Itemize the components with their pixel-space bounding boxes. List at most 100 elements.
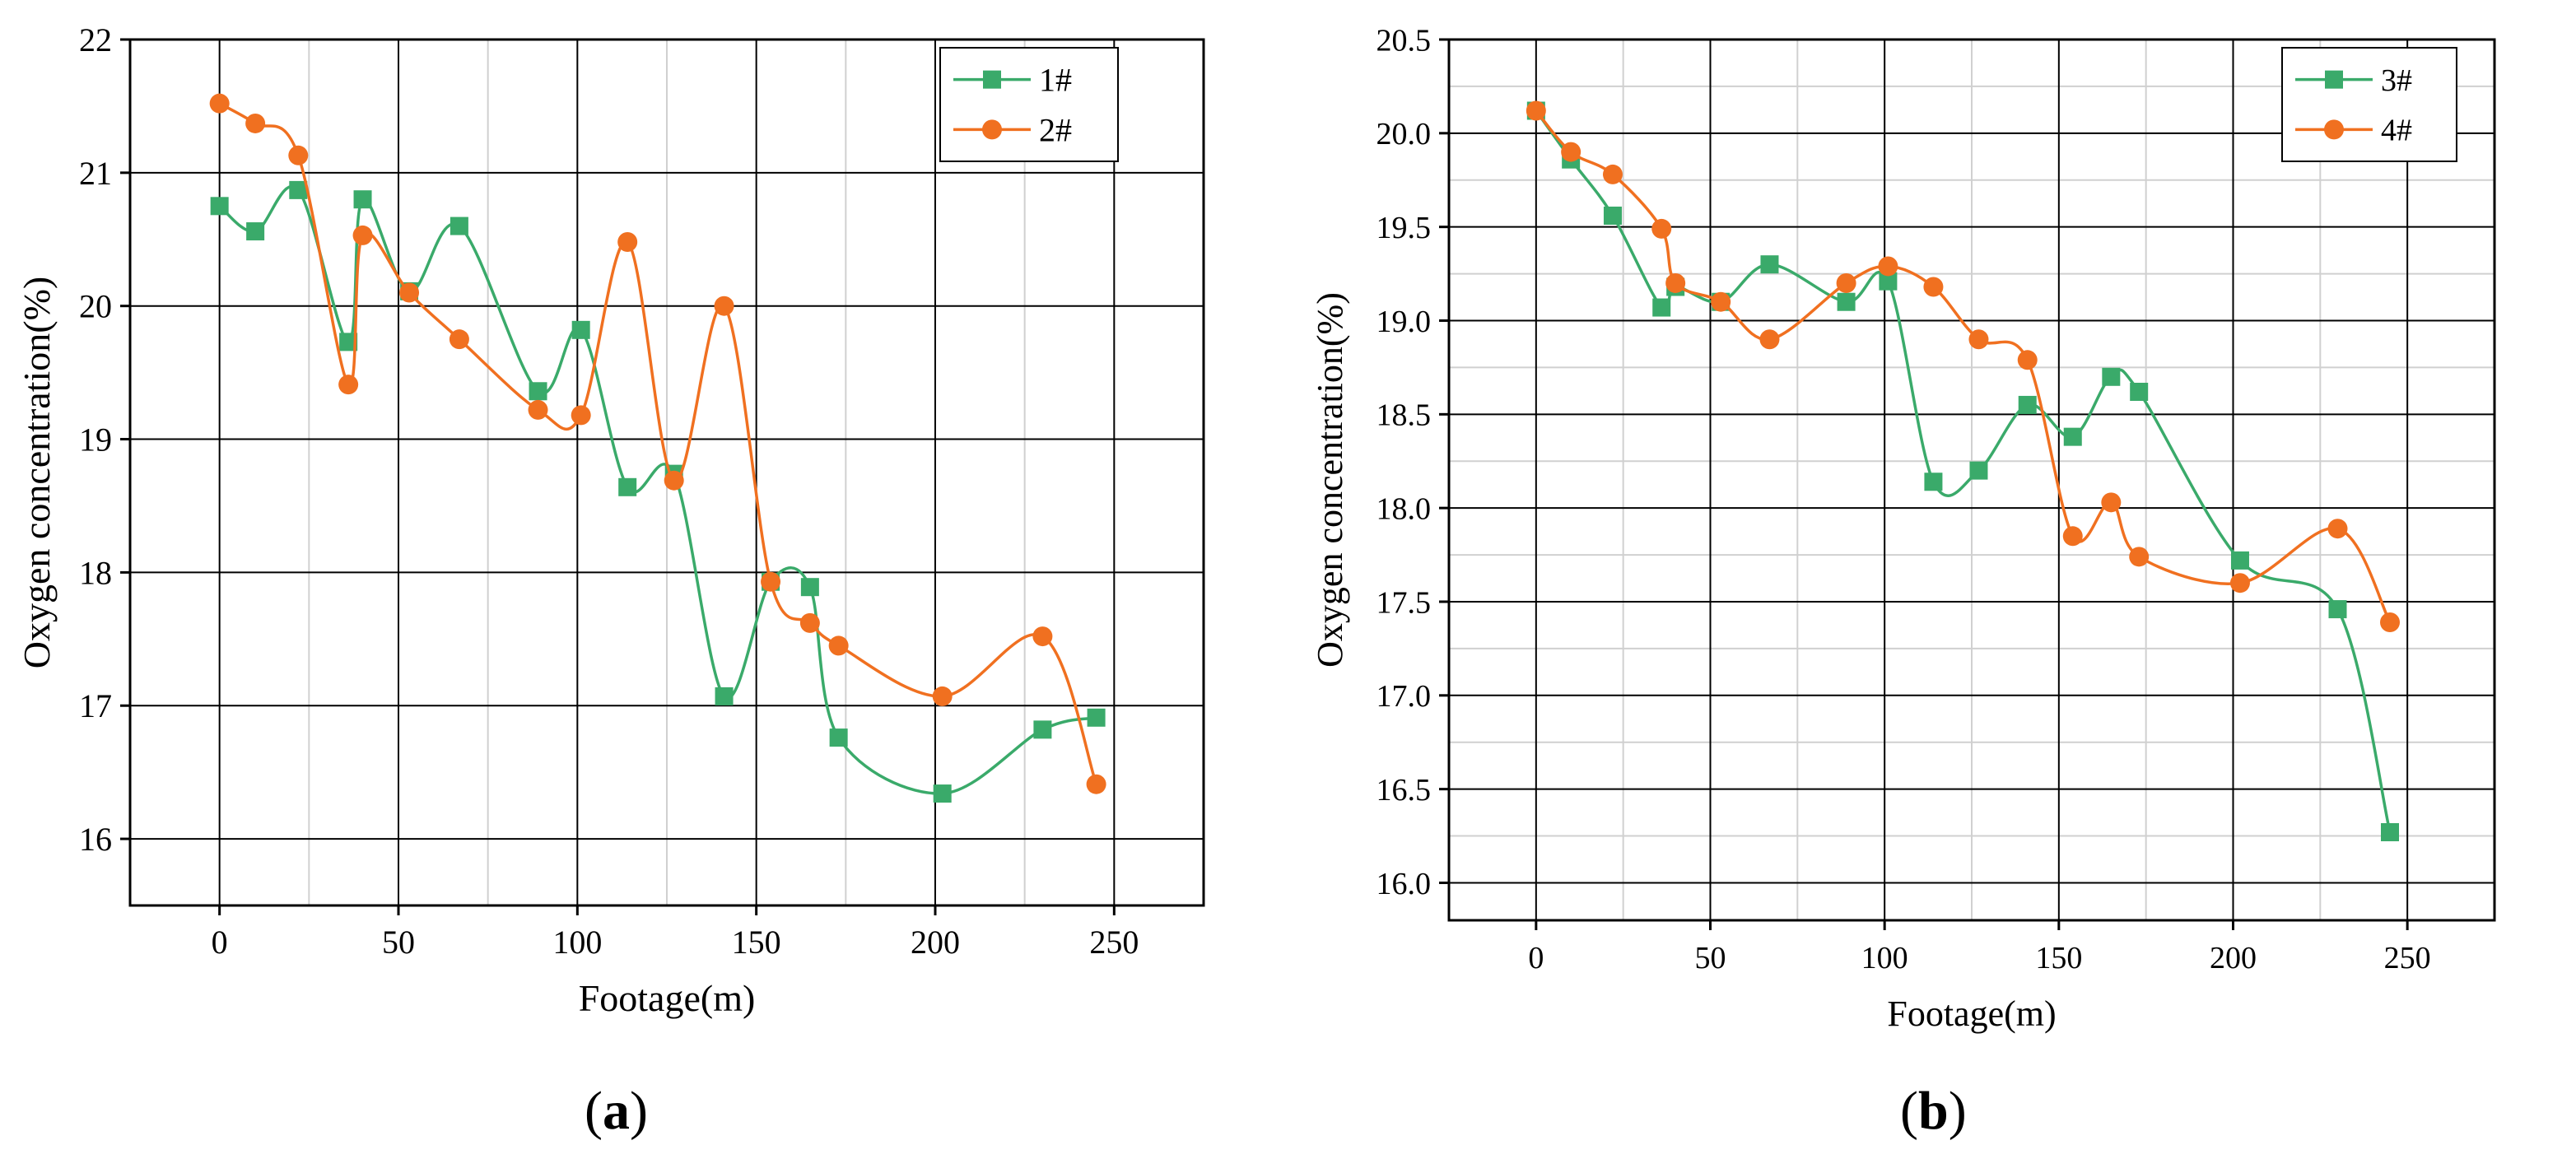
chart-b-y-tick-label: 20.0 [1377, 117, 1432, 151]
chart-b-data-point-circle [1526, 100, 1546, 121]
chart-a-y-tick-label: 19 [79, 421, 112, 458]
chart-b-legend-marker-square [2325, 70, 2343, 89]
chart-a-x-tick-label: 100 [552, 924, 602, 961]
chart-b: 0 50 100 150 200 250 16.0 16.5 17.0 17.5 18.0 18.5 1… [1310, 23, 2496, 1034]
chart-a-data-point-square [339, 333, 358, 351]
chart-b-plot-frame [1447, 38, 2496, 922]
panel-label-b: (b) [1900, 1080, 1967, 1143]
chart-a-data-point-circle [761, 571, 781, 592]
chart-b-data-point-circle [1968, 329, 1989, 350]
chart-b-data-point-circle [2327, 519, 2348, 539]
chart-b-data-point-square [2230, 551, 2249, 570]
chart-a-data-point-circle [288, 145, 309, 165]
chart-b-y-axis-label: Oxygen concentration(%) [1310, 292, 1350, 668]
chart-a: 0 50 100 150 200 250 16 17 18 19 20 21 22 Footage(m) O… [16, 21, 1205, 1019]
chart-b-data-point-circle [1836, 272, 1856, 293]
chart-b-data-point-square [2018, 395, 2037, 414]
chart-a-data-point-circle [617, 232, 638, 253]
chart-a-data-point-circle [245, 113, 266, 133]
chart-b-data-point-circle [1878, 256, 1898, 277]
chart-a-y-axis-label: Oxygen concentration(%) [16, 277, 58, 668]
chart-a-data-point-circle [449, 329, 469, 350]
chart-a-x-tick-label: 150 [732, 924, 781, 961]
chart-b-data-point-circle [2101, 492, 2122, 513]
chart-b-data-point-circle [2229, 573, 2250, 593]
chart-a-data-point-circle [799, 612, 820, 633]
chart-a-data-point-circle [664, 470, 684, 491]
chart-a-data-point-circle [209, 93, 230, 114]
chart-a-data-point-square [715, 687, 734, 705]
chart-a-data-point-square [933, 784, 952, 803]
chart-b-data-point-circle [1759, 329, 1780, 350]
chart-b-legend-label-1: 3# [2381, 63, 2412, 98]
chart-b-data-point-circle [2129, 547, 2150, 567]
chart-b-x-tick-label: 0 [1528, 941, 1544, 975]
chart-b-y-tick-label: 16.5 [1377, 773, 1432, 808]
chart-b-data-point-square [1879, 272, 1898, 291]
chart-b-y-tick-label: 17.5 [1377, 585, 1432, 620]
chart-a-legend-label-1: 1# [1039, 62, 1072, 99]
chart-a-y-tick-label: 20 [79, 288, 112, 325]
chart-b-data-point-circle [1711, 291, 1731, 312]
chart-a-legend-marker-circle [982, 119, 1002, 140]
panel-label-b-letter: b [1917, 1081, 1949, 1141]
chart-b-y-tick-label: 18.5 [1377, 398, 1432, 433]
chart-b-data-point-square [1837, 292, 1856, 311]
chart-a-legend-box [939, 47, 1119, 162]
panel-label-a-letter: a [602, 1081, 630, 1141]
panel-label-a-close: ) [629, 1081, 648, 1141]
chart-b-data-point-square [2063, 427, 2082, 446]
chart-b-y-tick-label: 18.0 [1377, 491, 1432, 526]
chart-b-y-tick-label: 17.0 [1377, 679, 1432, 714]
chart-a-data-point-square [1087, 708, 1106, 727]
chart-b-data-point-square [1969, 461, 1988, 480]
chart-b-legend-label-2: 4# [2381, 114, 2412, 148]
chart-a-x-tick-label: 250 [1089, 924, 1139, 961]
chart-b-x-axis-label: Footage(m) [1887, 994, 2056, 1034]
chart-a-data-point-square [618, 477, 637, 496]
chart-a-data-point-square [246, 222, 265, 241]
chart-a-data-point-square [289, 180, 308, 199]
chart-b-data-point-square [1603, 207, 1622, 225]
chart-a-data-point-circle [1086, 774, 1106, 794]
chart-a-x-axis-label: Footage(m) [579, 977, 756, 1019]
chart-b-data-point-circle [1665, 272, 1686, 293]
chart-b-data-point-square [2381, 823, 2399, 841]
chart-a-y-tick-label: 21 [79, 155, 112, 192]
chart-a-data-point-circle [338, 375, 359, 395]
panel-label-b-close: ) [1948, 1081, 1967, 1141]
panel-label-a: (a) [585, 1080, 648, 1143]
chart-b-x-tick-label: 150 [2035, 941, 2082, 975]
chart-a-data-point-circle [399, 282, 420, 303]
chart-a-data-point-square [800, 578, 819, 597]
chart-b-legend-marker-circle [2324, 119, 2344, 140]
chart-a-data-point-circle [932, 686, 953, 706]
chart-a-data-point-square [529, 382, 547, 401]
chart-b-x-tick-label: 250 [2384, 941, 2431, 975]
chart-b-series-line-1 [1535, 109, 2392, 833]
chart-b-data-point-square [1924, 472, 1943, 491]
chart-b-legend-box [2281, 47, 2457, 162]
chart-a-data-point-circle [1032, 626, 1053, 647]
chart-a-data-point-square [571, 320, 590, 339]
chart-a-y-tick-label: 17 [79, 687, 112, 724]
chart-a-data-point-square [450, 216, 468, 235]
chart-b-y-tick-label: 16.0 [1377, 867, 1432, 901]
chart-b-data-point-square [2102, 367, 2121, 386]
chart-a-data-point-square [353, 190, 372, 209]
chart-b-y-tick-label: 19.0 [1377, 305, 1432, 339]
chart-b-data-point-circle [2380, 612, 2400, 633]
chart-b-x-tick-label: 200 [2210, 941, 2257, 975]
chart-a-x-tick-label: 0 [212, 924, 228, 961]
chart-a-series-line-2 [218, 102, 1098, 785]
chart-a-legend-marker-square [983, 70, 1001, 89]
chart-b-data-point-square [2130, 383, 2149, 401]
chart-b-data-point-square [2328, 600, 2347, 619]
chart-b-y-tick-label: 20.5 [1377, 23, 1432, 58]
chart-b-data-point-square [1652, 298, 1671, 317]
chart-b-data-point-circle [1651, 218, 1672, 239]
chart-a-data-point-circle [714, 296, 734, 316]
chart-b-y-tick-label: 19.5 [1377, 211, 1432, 245]
chart-a-data-point-circle [828, 635, 849, 656]
